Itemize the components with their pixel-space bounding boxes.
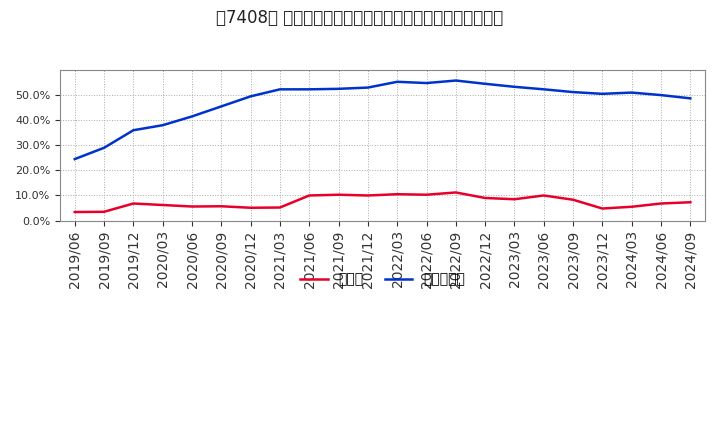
有利子負債 <box>364 85 372 90</box>
現須金 <box>569 197 577 202</box>
有利子負債 <box>305 87 314 92</box>
有利子負債 <box>246 94 255 99</box>
有利子負債 <box>188 114 197 119</box>
有利子負債 <box>217 104 225 109</box>
有利子負債 <box>276 87 284 92</box>
有利子負債 <box>451 78 460 83</box>
Legend: 現須金, 有利子負債: 現須金, 有利子負債 <box>294 267 471 292</box>
現須金 <box>276 205 284 210</box>
現須金 <box>481 195 490 201</box>
有利子負債 <box>158 123 167 128</box>
現須金 <box>246 205 255 210</box>
有利子負債 <box>100 145 109 150</box>
現須金 <box>188 204 197 209</box>
有利子負債 <box>422 81 431 86</box>
現須金 <box>100 209 109 214</box>
Line: 現須金: 現須金 <box>75 192 690 212</box>
現須金 <box>686 200 695 205</box>
現須金 <box>598 206 607 211</box>
有利子負債 <box>627 90 636 95</box>
有利子負債 <box>657 92 665 98</box>
有利子負債 <box>71 157 79 162</box>
有利子負債 <box>510 84 519 89</box>
有利子負債 <box>569 89 577 95</box>
現須金 <box>393 191 402 197</box>
有利子負債 <box>129 128 138 133</box>
有利子負債 <box>334 86 343 92</box>
現須金 <box>334 192 343 198</box>
現須金 <box>422 192 431 198</box>
現須金 <box>129 201 138 206</box>
有利子負債 <box>539 87 548 92</box>
現須金 <box>217 204 225 209</box>
Text: ［7408］ 現須金、有利子負債の総資産に対する比率の推移: ［7408］ 現須金、有利子負債の総資産に対する比率の推移 <box>217 9 503 27</box>
現須金 <box>364 193 372 198</box>
有利子負債 <box>686 96 695 101</box>
現須金 <box>657 201 665 206</box>
現須金 <box>305 193 314 198</box>
Line: 有利子負債: 有利子負債 <box>75 81 690 159</box>
現須金 <box>158 202 167 208</box>
現須金 <box>539 193 548 198</box>
現須金 <box>627 204 636 209</box>
現須金 <box>451 190 460 195</box>
現須金 <box>71 209 79 215</box>
有利子負債 <box>598 91 607 96</box>
有利子負債 <box>481 81 490 86</box>
現須金 <box>510 197 519 202</box>
有利子負債 <box>393 79 402 84</box>
